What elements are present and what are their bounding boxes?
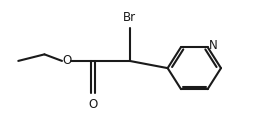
Text: O: O <box>62 54 71 67</box>
Text: N: N <box>209 39 218 52</box>
Text: Br: Br <box>123 10 136 24</box>
Text: O: O <box>89 98 98 111</box>
